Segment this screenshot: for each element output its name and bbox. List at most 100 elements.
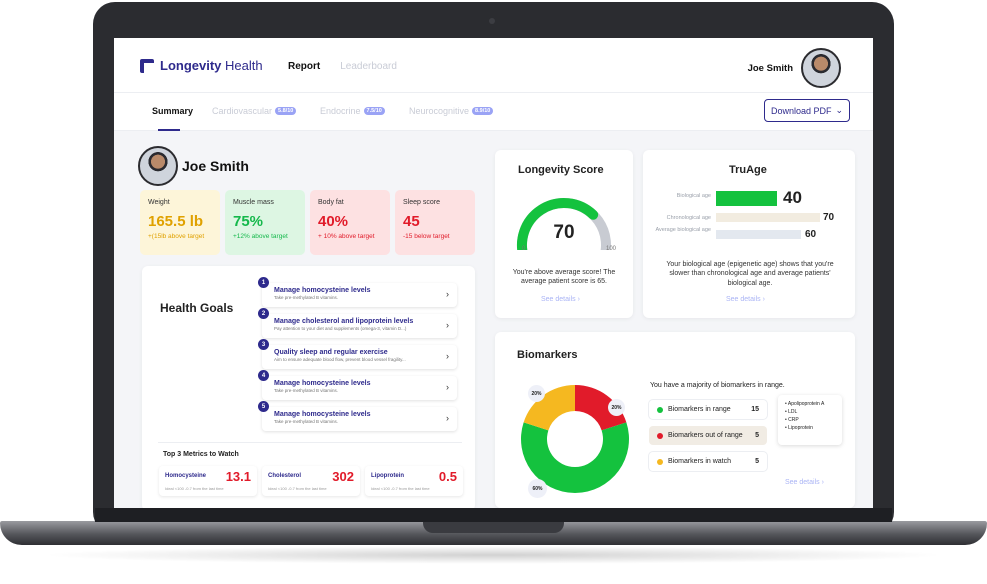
metric-value: 13.1 bbox=[225, 469, 251, 484]
metrics-title: Top 3 Metrics to Watch bbox=[163, 451, 239, 458]
biomarker-count: 5 bbox=[755, 458, 759, 465]
goal-subtitle: Pay attention to your diet and supplemen… bbox=[274, 326, 407, 331]
goal-subtitle: Take pre-methylated B vitamins. bbox=[274, 419, 339, 424]
goal-item[interactable]: 1 Manage homocysteine levels Take pre-meth… bbox=[258, 277, 457, 307]
see-details-link[interactable]: See details › bbox=[785, 479, 824, 486]
app-screen: Longevity Health Report Leaderboard Joe … bbox=[114, 38, 873, 508]
see-details-link[interactable]: See details › bbox=[726, 296, 765, 303]
tab-neurocognitive[interactable]: Neurocognitive 8.9/10 bbox=[409, 106, 494, 116]
stat-label: Body fat bbox=[318, 199, 344, 206]
chevron-right-icon: › bbox=[446, 351, 449, 361]
health-goals-title: Health Goals bbox=[160, 301, 234, 315]
truage-description: Your biological age (epigenetic age) sho… bbox=[666, 261, 834, 287]
goal-subtitle: Take pre-methylated B vitamins. bbox=[274, 295, 339, 300]
stat-card: Weight 165.5 lb +(15lb above target bbox=[140, 190, 220, 255]
score-badge: 7.5/10 bbox=[363, 107, 385, 115]
goal-item[interactable]: 2 Manage cholesterol and lipoprotein leve… bbox=[258, 308, 457, 338]
truage-card: TruAge Your biological age (epigenetic a… bbox=[643, 150, 855, 318]
slice-label: 20% bbox=[608, 399, 625, 416]
biomarker-label: Biomarkers out of range bbox=[668, 432, 743, 439]
divider bbox=[158, 442, 462, 443]
camera-dot bbox=[489, 18, 495, 24]
metric-name: Cholesterol bbox=[268, 473, 302, 479]
score-badge: 8.9/10 bbox=[472, 107, 494, 115]
tooltip-item: • Lipoprotein bbox=[785, 425, 813, 431]
metric-value: 0.5 bbox=[438, 469, 457, 484]
tab-summary[interactable]: Summary bbox=[152, 106, 194, 116]
biomarker-count: 15 bbox=[751, 406, 759, 413]
status-dot bbox=[657, 432, 663, 439]
metric-card[interactable]: Lipoprotein 0.5 Ideal <100 -0.7 from the l… bbox=[365, 466, 463, 496]
stat-value: 40% bbox=[318, 213, 349, 230]
chevron-right-icon: › bbox=[446, 382, 449, 392]
see-details-link[interactable]: See details › bbox=[541, 296, 580, 303]
slice-label: 60% bbox=[528, 479, 547, 498]
stat-note: -15 below target bbox=[403, 233, 450, 240]
metric-card[interactable]: Homocysteine 13.1 Ideal <100 -0.7 from the… bbox=[159, 466, 257, 496]
longevity-score-title: Longevity Score bbox=[518, 164, 604, 176]
chevron-right-icon: › bbox=[446, 413, 449, 423]
stat-label: Sleep score bbox=[403, 199, 440, 206]
truage-title: TruAge bbox=[729, 164, 767, 176]
top-bar: Longevity Health Report Leaderboard Joe … bbox=[114, 38, 873, 93]
main-nav: Report Leaderboard bbox=[288, 61, 397, 72]
biomarkers-card: Biomarkers You have a majority of biomar… bbox=[495, 332, 855, 508]
brand-logo[interactable]: Longevity Health bbox=[140, 58, 263, 73]
status-dot bbox=[657, 406, 663, 413]
brand-name: Longevity bbox=[160, 58, 222, 73]
tab-cardiovascular[interactable]: Cardiovascular 5.8/10 bbox=[212, 106, 297, 116]
goal-title: Manage homocysteine levels bbox=[274, 287, 371, 294]
metric-subtext: Ideal <100 -0.7 from the last time bbox=[165, 486, 224, 491]
stat-label: Muscle mass bbox=[233, 199, 274, 206]
goal-number: 1 bbox=[258, 277, 269, 288]
slice-label: 20% bbox=[528, 385, 545, 402]
score-description: You're above average score! The average … bbox=[512, 269, 616, 286]
goal-item[interactable]: 3 Quality sleep and regular exercise Aim t… bbox=[258, 339, 457, 369]
gauge-min: 0 bbox=[522, 246, 526, 252]
goal-number: 2 bbox=[258, 308, 269, 319]
stat-value: 165.5 lb bbox=[148, 213, 204, 230]
tooltip-item: • Apolipoprotein A bbox=[785, 401, 825, 407]
stat-label: Weight bbox=[148, 199, 170, 206]
health-goals-card: Health Goals Top 3 Metrics to Watch 1 Man… bbox=[142, 266, 475, 508]
chevron-right-icon: › bbox=[446, 320, 449, 330]
stat-cards: Weight 165.5 lb +(15lb above target Muscle … bbox=[140, 190, 475, 255]
user-name: Joe Smith bbox=[747, 62, 793, 74]
donut-slice[interactable] bbox=[521, 422, 629, 493]
score-gauge bbox=[517, 198, 611, 250]
laptop-notch bbox=[423, 521, 564, 533]
avatar[interactable] bbox=[801, 48, 841, 88]
goal-item[interactable]: 5 Manage homocysteine levels Take pre-meth… bbox=[258, 401, 457, 431]
donut-slice[interactable] bbox=[575, 385, 627, 431]
metric-name: Lipoprotein bbox=[371, 473, 404, 479]
profile-header: Joe Smith bbox=[138, 146, 249, 186]
goal-subtitle: Take pre-methylated B vitamins. bbox=[274, 388, 339, 393]
goal-title: Quality sleep and regular exercise bbox=[274, 349, 388, 356]
laptop-bezel bbox=[95, 508, 892, 522]
gauge-fill bbox=[517, 198, 599, 250]
metric-card[interactable]: Cholesterol 302 Ideal <100 -0.7 from the l… bbox=[262, 466, 360, 496]
donut-slice[interactable] bbox=[523, 385, 575, 431]
user-menu[interactable]: Joe Smith bbox=[748, 48, 841, 88]
nav-leaderboard[interactable]: Leaderboard bbox=[340, 61, 397, 72]
stat-value: 45 bbox=[403, 213, 420, 230]
download-pdf-button[interactable]: Download PDF ⌄ bbox=[764, 99, 850, 122]
age-label: Biological age bbox=[676, 193, 711, 199]
biomarker-row[interactable]: Biomarkers in watch 5 bbox=[649, 452, 767, 471]
stat-value: 75% bbox=[233, 213, 264, 230]
status-dot bbox=[657, 458, 663, 465]
age-bar bbox=[716, 230, 801, 239]
biomarker-row[interactable]: Biomarkers in range 15 bbox=[649, 400, 767, 419]
metric-subtext: Ideal <100 -0.7 from the last time bbox=[371, 486, 430, 491]
metric-name: Homocysteine bbox=[165, 473, 207, 479]
chevron-down-icon: ⌄ bbox=[835, 105, 844, 115]
biomarker-label: Biomarkers in watch bbox=[668, 458, 732, 465]
profile-name: Joe Smith bbox=[182, 158, 249, 174]
goal-item[interactable]: 4 Manage homocysteine levels Take pre-meth… bbox=[258, 370, 457, 400]
age-label: Average biological age bbox=[655, 227, 711, 233]
nav-report[interactable]: Report bbox=[288, 61, 321, 72]
goal-title: Manage homocysteine levels bbox=[274, 411, 371, 418]
biomarker-row[interactable]: Biomarkers out of range 5 bbox=[649, 426, 767, 445]
tab-endocrine[interactable]: Endocrine 7.5/10 bbox=[320, 106, 385, 116]
